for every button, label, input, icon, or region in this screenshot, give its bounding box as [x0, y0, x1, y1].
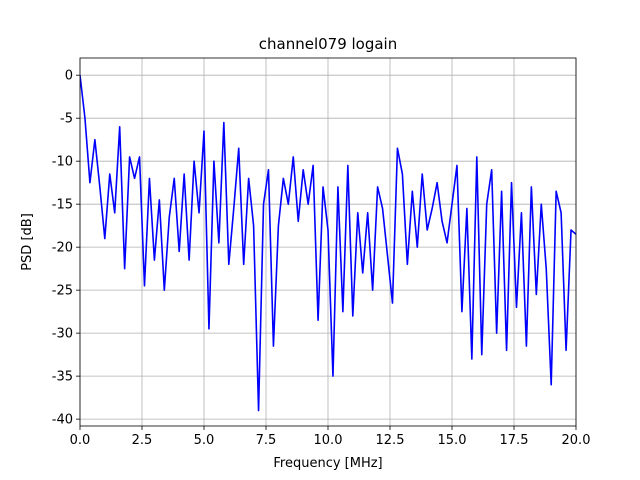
- y-tick-label: -35: [52, 370, 73, 385]
- x-tick-label: 12.5: [376, 433, 405, 448]
- x-tick-label: 2.5: [132, 433, 153, 448]
- x-tick-label: 17.5: [500, 433, 529, 448]
- y-axis-label: PSD [dB]: [20, 213, 35, 271]
- data-line: [80, 75, 576, 412]
- x-tick-label: 10.0: [314, 433, 343, 448]
- x-tick-label: 5.0: [194, 433, 215, 448]
- y-tick-label: -15: [52, 198, 73, 213]
- y-tick-label: -10: [52, 155, 73, 170]
- y-tick-label: -40: [52, 413, 73, 428]
- y-tick-label: -5: [60, 112, 73, 127]
- plot-frame: [79, 57, 577, 427]
- x-axis-label: Frequency [MHz]: [273, 456, 382, 471]
- x-tick-label: 7.5: [256, 433, 277, 448]
- y-tick-label: -25: [52, 284, 73, 299]
- y-tick-label: 0: [65, 69, 73, 84]
- x-tick-label: 20.0: [562, 433, 591, 448]
- chart-title: channel079 logain: [259, 35, 398, 53]
- y-tick-label: -30: [52, 327, 73, 342]
- x-tick-label: 15.0: [438, 433, 467, 448]
- y-tick-label: -20: [52, 241, 73, 256]
- x-tick-label: 0.0: [70, 433, 91, 448]
